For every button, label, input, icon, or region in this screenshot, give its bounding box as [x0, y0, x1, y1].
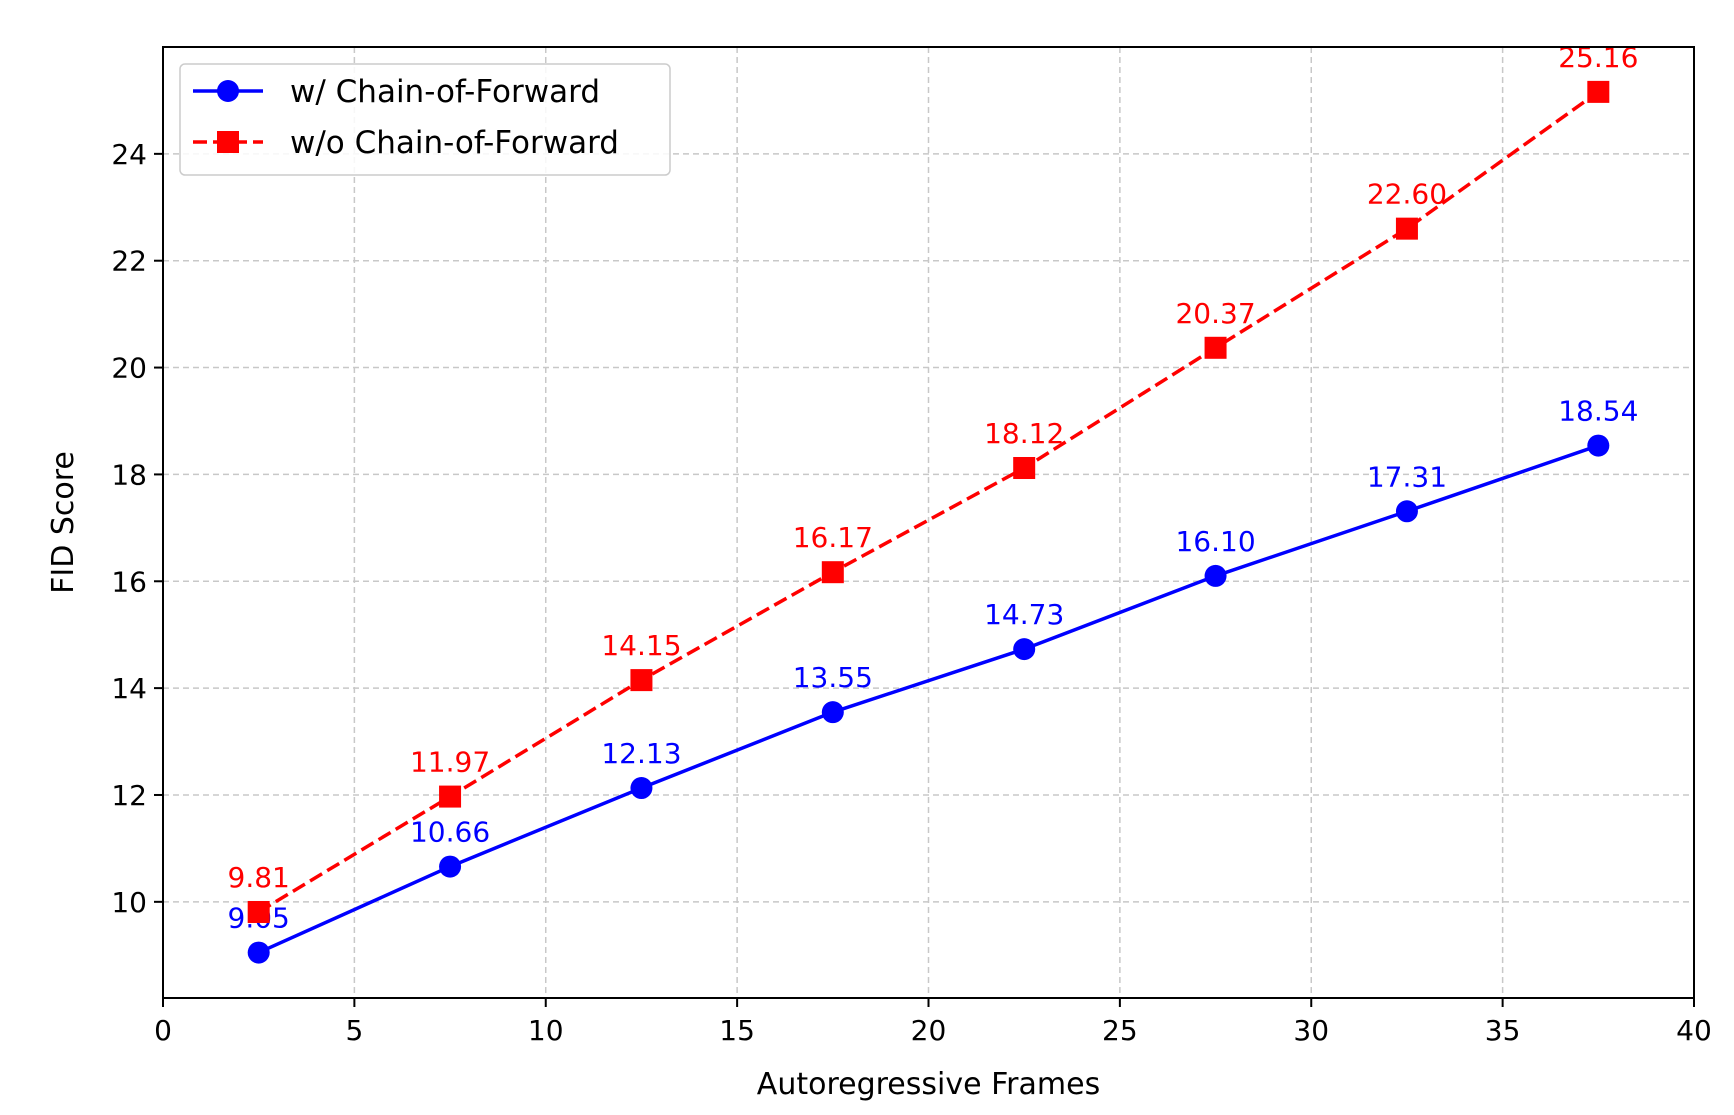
x-tick-label: 35: [1485, 1014, 1521, 1047]
data-point-marker: [821, 561, 844, 584]
data-label: 17.31: [1367, 460, 1447, 493]
series-line: [257, 90, 1600, 914]
data-label: 9.81: [228, 861, 290, 894]
y-axis: 10 12 14 16 18 20 22 24: [111, 138, 163, 919]
legend-marker-circle: [217, 80, 239, 102]
legend-label-with-chain-of-forward: w/ Chain-of-Forward: [290, 74, 600, 110]
y-tick-label: 16: [111, 565, 147, 598]
x-tick-label: 10: [528, 1014, 564, 1047]
data-point-marker: [1395, 500, 1418, 523]
data-point-marker: [1204, 336, 1227, 359]
y-tick-label: 18: [111, 458, 147, 491]
data-label: 18.12: [984, 417, 1064, 450]
data-label: 16.17: [793, 521, 873, 554]
data-point-marker: [247, 900, 270, 923]
grid-lines: [162, 47, 1695, 998]
data-point-marker: [630, 777, 653, 800]
y-tick-label: 12: [111, 779, 147, 812]
data-label: 25.16: [1558, 41, 1638, 74]
legend-marker-square: [217, 131, 239, 153]
legend-box: [179, 63, 671, 176]
x-tick-label: 30: [1293, 1014, 1329, 1047]
data-point-marker: [1013, 638, 1036, 661]
data-point-marker: [821, 701, 844, 724]
legend-item-without-chain-of-forward: w/o Chain-of-Forward: [193, 125, 619, 161]
x-axis-label: Autoregressive Frames: [757, 1067, 1100, 1102]
data-point-marker: [439, 785, 462, 808]
data-label: 14.73: [984, 598, 1064, 631]
series-without-chain-of-forward: 9.81 11.97 14.15 16.17 18.12 20.37 22.60 25.16: [228, 41, 1638, 923]
x-tick-label: 20: [911, 1014, 947, 1047]
data-label: 14.15: [601, 629, 681, 662]
data-label: 13.55: [793, 661, 873, 694]
data-label: 16.10: [1175, 525, 1255, 558]
data-point-marker: [247, 941, 270, 964]
y-tick-label: 24: [111, 138, 147, 171]
series-line: [257, 443, 1599, 955]
data-label: 18.54: [1558, 395, 1638, 428]
y-tick-label: 14: [111, 672, 147, 705]
data-point-marker: [1395, 217, 1418, 240]
x-tick-label: 25: [1102, 1014, 1138, 1047]
data-point-marker: [1204, 564, 1227, 587]
data-point-marker: [630, 669, 653, 692]
data-point-marker: [439, 855, 462, 878]
data-point-marker: [1587, 434, 1610, 457]
y-tick-label: 22: [111, 245, 147, 278]
x-tick-label: 5: [345, 1014, 363, 1047]
x-tick-label: 40: [1676, 1014, 1712, 1047]
y-axis-label: FID Score: [46, 451, 81, 594]
data-point-marker: [1587, 80, 1610, 103]
legend: w/ Chain-of-Forward w/o Chain-of-Forward: [179, 63, 671, 176]
y-tick-label: 10: [111, 886, 147, 919]
y-tick-label: 20: [111, 352, 147, 385]
legend-item-with-chain-of-forward: w/ Chain-of-Forward: [193, 74, 600, 110]
x-axis: 0 5 10 15 20 25 30 35 40: [154, 998, 1712, 1047]
x-tick-label: 15: [719, 1014, 755, 1047]
legend-label-without-chain-of-forward: w/o Chain-of-Forward: [290, 125, 619, 161]
x-tick-label: 0: [154, 1014, 172, 1047]
data-label: 10.66: [410, 816, 490, 849]
data-label: 20.37: [1175, 297, 1255, 330]
series-layer: 9.0510.6612.1313.5514.7316.1017.3118.549…: [228, 41, 1638, 964]
data-label: 22.60: [1367, 178, 1447, 211]
data-label: 12.13: [601, 737, 681, 770]
data-point-marker: [1013, 457, 1036, 480]
data-label: 11.97: [410, 746, 490, 779]
